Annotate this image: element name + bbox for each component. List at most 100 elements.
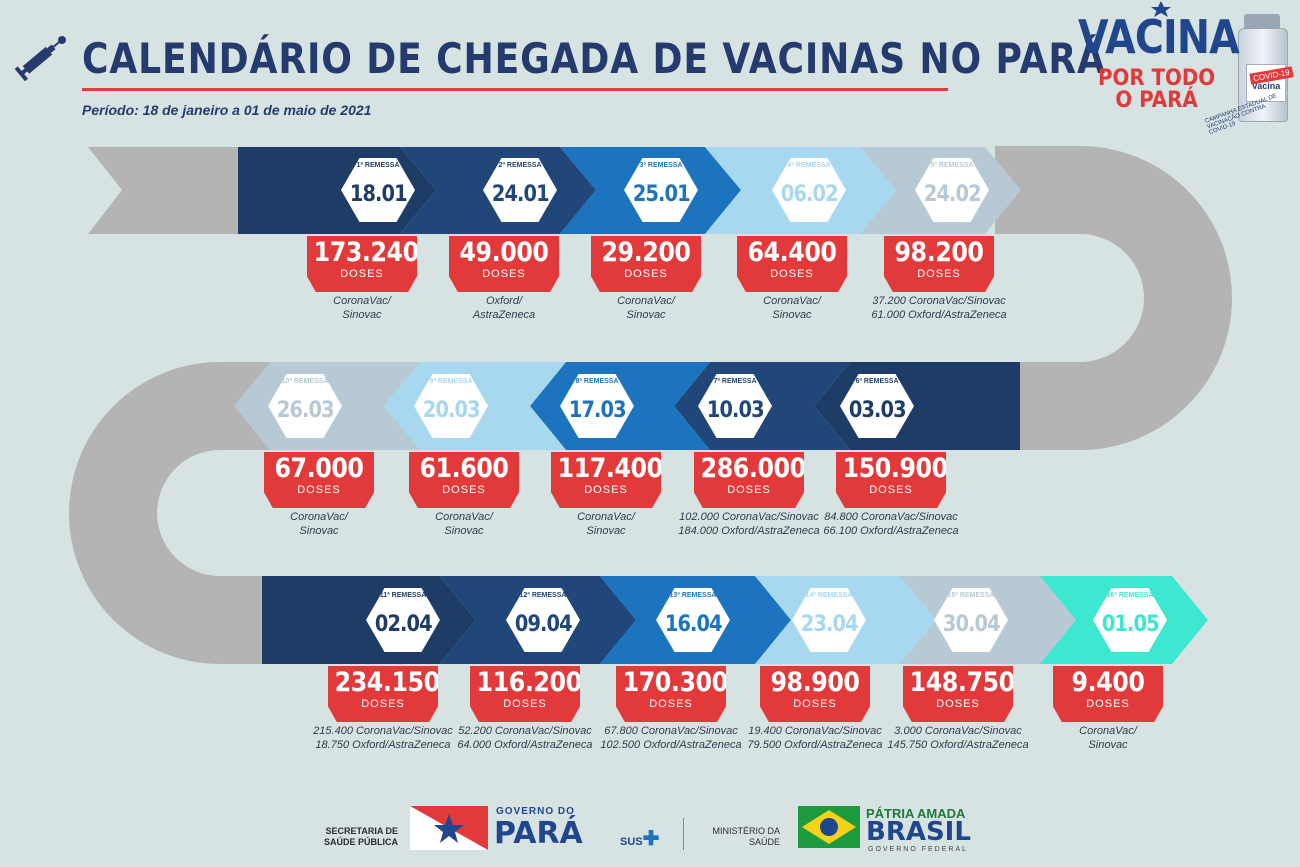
- shipment-date: 24.02: [923, 181, 982, 207]
- dose-count: 170.300: [622, 667, 728, 698]
- shipment-label: 4ª REMESSA: [787, 162, 831, 169]
- dose-unit: DOSES: [793, 698, 837, 710]
- ministerio-label: MINISTÉRIO DA SAÚDE: [696, 826, 780, 848]
- vaccine-line: 61.000 Oxford/AstraZeneca: [871, 309, 1007, 321]
- dose-badge: 173.240 DOSES: [307, 236, 417, 292]
- vaccine-breakdown: 37.200 CoronaVac/Sinovac 61.000 Oxford/As…: [854, 294, 1024, 322]
- shipment-date: 03.03: [848, 397, 907, 423]
- vaccine-line: 84.800 CoronaVac/Sinovac: [824, 511, 958, 523]
- dose-badge: 286.000 DOSES: [694, 452, 804, 508]
- vaccine-breakdown: 67.800 CoronaVac/Sinovac 102.500 Oxford/A…: [586, 724, 756, 752]
- dose-unit: DOSES: [584, 484, 628, 496]
- title-underline: [82, 88, 948, 91]
- dose-badge: 117.400 DOSES: [551, 452, 661, 508]
- dose-badge: 9.400 DOSES: [1053, 666, 1163, 722]
- vaccine-line: 64.000 Oxford/AstraZeneca: [457, 739, 593, 751]
- dose-count: 234.150: [334, 667, 440, 698]
- sus-logo: SUS✚: [620, 826, 659, 851]
- secretaria-line2: SAÚDE PÚBLICA: [323, 837, 398, 847]
- shipment-date: 23.04: [800, 611, 859, 637]
- ministerio-line2: SAÚDE: [748, 837, 780, 847]
- dose-badge: 148.750 DOSES: [903, 666, 1013, 722]
- dose-unit: DOSES: [1086, 698, 1130, 710]
- dose-unit: DOSES: [936, 698, 980, 710]
- secretaria-line1: SECRETARIA DE: [325, 826, 398, 836]
- shipment-date-hexagon: 02.04: [366, 588, 440, 652]
- vaccine-line: 3.000 CoronaVac/Sinovac: [894, 725, 1022, 737]
- shipment-date: 26.03: [276, 397, 335, 423]
- dose-count: 29.200: [601, 237, 691, 268]
- vaccine-breakdown: 52.200 CoronaVac/Sinovac 64.000 Oxford/As…: [440, 724, 610, 752]
- vaccine-line: 184.000 Oxford/AstraZeneca: [678, 525, 820, 537]
- dose-unit: DOSES: [503, 698, 547, 710]
- shipment-date: 18.01: [349, 181, 408, 207]
- governo-federal-label: GOVERNO FEDERAL: [868, 846, 969, 853]
- shipment-label: 11ª REMESSA: [379, 592, 427, 599]
- vaccine-line: CoronaVac/: [763, 295, 821, 307]
- vaccine-line: 52.200 CoronaVac/Sinovac: [458, 725, 592, 737]
- vaccine-breakdown: 102.000 CoronaVac/Sinovac 184.000 Oxford/…: [664, 510, 834, 538]
- para-wordmark: PARÁ: [494, 816, 583, 851]
- shipment-date: 09.04: [514, 611, 573, 637]
- vaccine-breakdown: CoronaVac/Sinovac: [234, 510, 404, 538]
- vaccine-line: CoronaVac/: [577, 511, 635, 523]
- logo-line2: POR TODO: [1098, 66, 1216, 91]
- dose-count: 49.000: [459, 237, 549, 268]
- vaccine-line: 145.750 Oxford/AstraZeneca: [887, 739, 1029, 751]
- shipment-label: 9ª REMESSA: [429, 378, 473, 385]
- shipment-label: 6ª REMESSA: [855, 378, 899, 385]
- brasil-flag-icon: [798, 806, 860, 848]
- vaccine-line: Sinovac: [299, 525, 339, 537]
- dose-badge: 98.200 DOSES: [884, 236, 994, 292]
- vial-cap: [1244, 14, 1280, 30]
- vaccine-breakdown: 19.400 CoronaVac/Sinovac 79.500 Oxford/As…: [730, 724, 900, 752]
- patria-label: PÁTRIA AMADA: [866, 806, 966, 821]
- shipment-label: 5ª REMESSA: [930, 162, 974, 169]
- logo-line3: O PARÁ: [1115, 88, 1198, 113]
- vaccine-breakdown: 3.000 CoronaVac/Sinovac 145.750 Oxford/As…: [873, 724, 1043, 752]
- vaccine-line: Sinovac: [342, 309, 382, 321]
- vaccine-line: CoronaVac/: [290, 511, 348, 523]
- shipment-date: 10.03: [706, 397, 765, 423]
- logo-vacina: VACINA: [1078, 10, 1240, 64]
- dose-count: 64.400: [747, 237, 837, 268]
- dose-unit: DOSES: [770, 268, 814, 280]
- shipment-date: 25.01: [632, 181, 691, 207]
- dose-badge: 116.200 DOSES: [470, 666, 580, 722]
- dose-unit: DOSES: [442, 484, 486, 496]
- vaccine-breakdown: CoronaVac/Sinovac: [707, 294, 877, 322]
- vaccine-breakdown: Oxford/AstraZeneca: [419, 294, 589, 322]
- shipment-label: 15ª REMESSA: [947, 592, 995, 599]
- dose-unit: DOSES: [727, 484, 771, 496]
- vaccine-line: AstraZeneca: [472, 309, 536, 321]
- dose-count: 67.000: [274, 453, 364, 484]
- dose-count: 117.400: [557, 453, 663, 484]
- governo-label: GOVERNO DO: [496, 806, 575, 817]
- shipment-label: 13ª REMESSA: [669, 592, 717, 599]
- vaccine-breakdown: CoronaVac/Sinovac: [277, 294, 447, 322]
- logo-subtitle: POR TODO O PARÁ: [1098, 68, 1215, 112]
- dose-unit: DOSES: [482, 268, 526, 280]
- dose-unit: DOSES: [869, 484, 913, 496]
- shipment-date: 06.02: [780, 181, 839, 207]
- dose-count: 9.400: [1071, 667, 1145, 698]
- vaccine-line: 102.000 CoronaVac/Sinovac: [679, 511, 819, 523]
- shipment-date: 30.04: [942, 611, 1001, 637]
- dose-unit: DOSES: [624, 268, 668, 280]
- dose-unit: DOSES: [297, 484, 341, 496]
- vaccine-line: CoronaVac/: [435, 511, 493, 523]
- vaccine-breakdown: 84.800 CoronaVac/Sinovac 66.100 Oxford/As…: [806, 510, 976, 538]
- vaccine-line: Sinovac: [772, 309, 812, 321]
- dose-count: 116.200: [476, 667, 582, 698]
- vaccine-line: Sinovac: [586, 525, 626, 537]
- dose-badge: 64.400 DOSES: [737, 236, 847, 292]
- vaccine-line: 215.400 CoronaVac/Sinovac: [313, 725, 453, 737]
- vaccine-breakdown: CoronaVac/Sinovac: [561, 294, 731, 322]
- vaccine-breakdown: CoronaVac/Sinovac: [1023, 724, 1193, 752]
- ministerio-line1: MINISTÉRIO DA: [712, 826, 780, 836]
- shipment-date-hexagon: 18.01: [341, 158, 415, 222]
- footer-divider: [683, 818, 684, 850]
- dose-count: 98.200: [894, 237, 984, 268]
- shipment-label: 3ª REMESSA: [639, 162, 683, 169]
- vaccine-line: CoronaVac/: [617, 295, 675, 307]
